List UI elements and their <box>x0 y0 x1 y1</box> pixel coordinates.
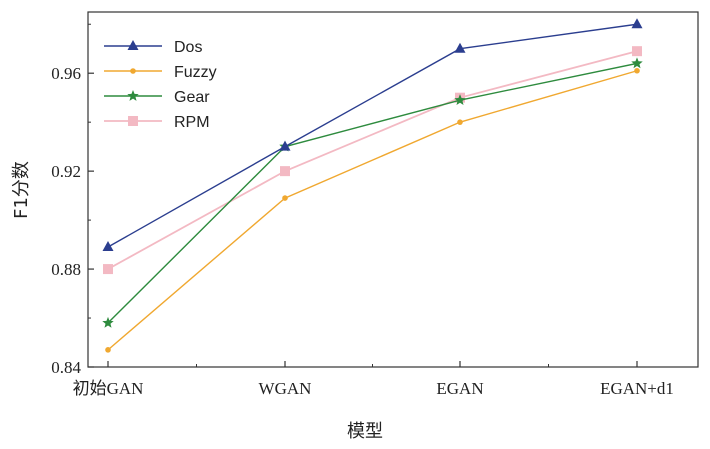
legend: Dos Fuzzy Gear RPM <box>104 39 217 131</box>
legend-label: Gear <box>174 89 210 106</box>
data-point-dos <box>454 42 466 53</box>
data-point-gear <box>454 94 466 105</box>
legend-item-rpm: RPM <box>104 114 210 131</box>
legend-item-gear: Gear <box>104 89 210 106</box>
y-tick-label: 0.96 <box>51 64 81 83</box>
series-line-gear <box>107 62 638 324</box>
y-tick-label: 0.84 <box>51 358 81 377</box>
legend-marker-fuzzy <box>130 68 136 74</box>
legend-item-dos: Dos <box>104 39 202 56</box>
series-layer <box>102 18 643 353</box>
y-axis: 0.84 0.88 0.92 0.96 <box>51 23 94 377</box>
x-tick-label: EGAN+d1 <box>600 379 674 398</box>
legend-marker-rpm <box>128 116 138 126</box>
data-point-rpm <box>632 46 642 57</box>
y-tick-label: 0.92 <box>51 162 81 181</box>
data-point-fuzzy <box>634 67 640 74</box>
series-dos <box>102 18 643 252</box>
data-point-dos <box>279 140 291 151</box>
data-point-rpm <box>103 264 113 275</box>
x-axis-title: 模型 <box>347 421 383 442</box>
data-point-dos <box>102 241 114 252</box>
data-point-gear <box>102 316 114 328</box>
data-point-fuzzy <box>105 347 111 353</box>
data-point-fuzzy <box>282 195 288 201</box>
legend-label: RPM <box>174 114 210 131</box>
legend-marker-dos <box>127 40 139 50</box>
x-axis: 初始GAN WGAN EGAN EGAN+d1 <box>73 361 674 398</box>
series-line-dos <box>107 23 638 248</box>
series-fuzzy <box>105 67 640 353</box>
data-point-gear <box>631 57 643 69</box>
data-point-fuzzy <box>457 119 463 125</box>
series-line-rpm <box>107 50 638 270</box>
y-axis-title: F1分数 <box>11 161 32 219</box>
data-point-rpm <box>280 166 290 177</box>
data-point-dos <box>631 18 643 29</box>
plot-frame <box>87 11 699 368</box>
legend-label: Dos <box>174 39 202 56</box>
legend-marker-gear <box>127 90 139 101</box>
x-tick-label: WGAN <box>259 379 312 398</box>
series-line-fuzzy <box>107 70 638 351</box>
legend-label: Fuzzy <box>174 64 217 81</box>
legend-item-fuzzy: Fuzzy <box>104 64 217 81</box>
x-tick-label: EGAN <box>436 379 483 398</box>
x-tick-label: 初始GAN <box>73 379 144 398</box>
y-tick-label: 0.88 <box>51 260 81 279</box>
